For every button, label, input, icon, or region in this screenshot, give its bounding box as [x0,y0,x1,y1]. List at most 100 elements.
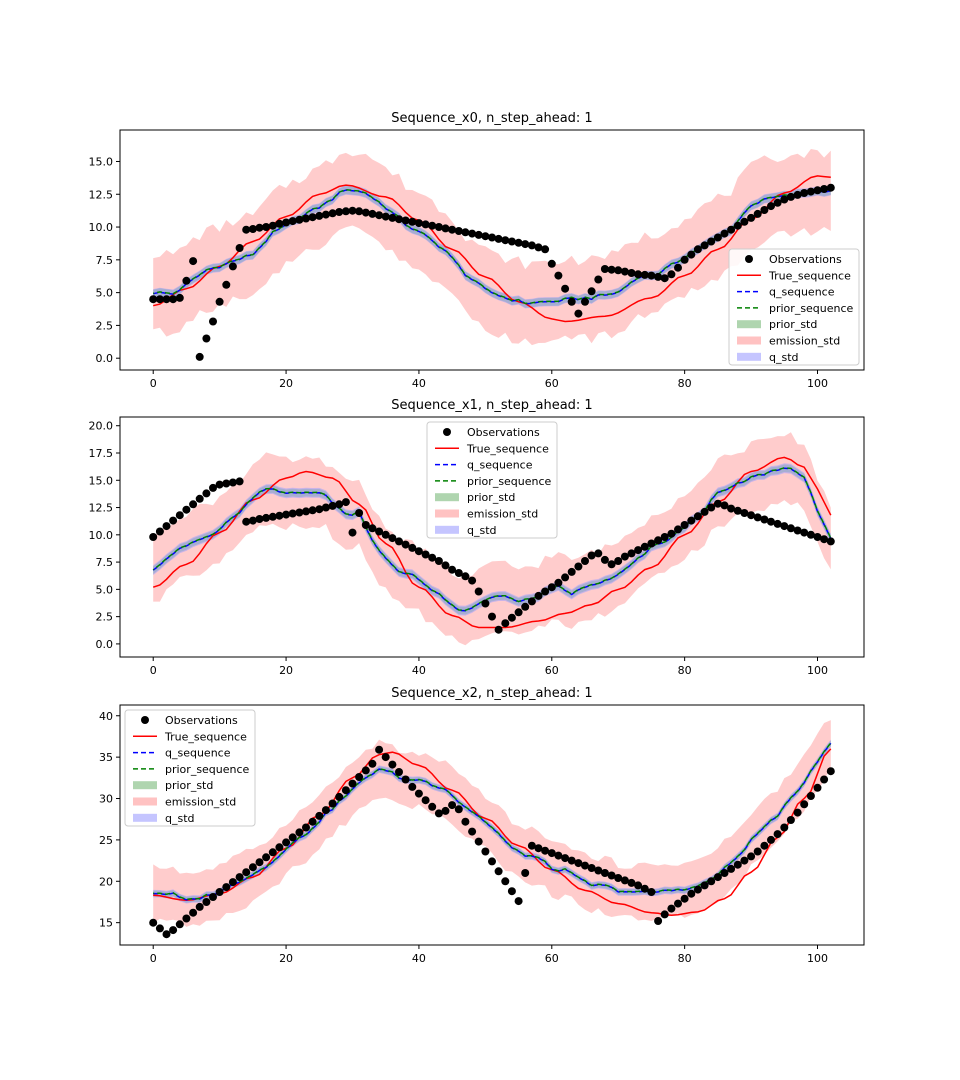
observation-point [561,573,570,582]
prior-sequence-line [152,467,832,612]
observation-point [481,599,490,608]
y-tick-label: 17.5 [89,447,114,460]
observation-point [414,219,423,228]
observation-point [747,852,756,861]
true-sequence-line [153,175,831,323]
observation-point [780,195,789,204]
x-tick-label: 80 [678,952,692,965]
observations [149,745,835,939]
x-tick-label: 100 [807,377,828,390]
observation-point [733,860,742,869]
observation-point [474,587,483,596]
observation-point [155,924,164,933]
legend-label: q_std [769,351,799,364]
observation-point [826,537,835,546]
legend: Observations True_sequence q_sequenceprior… [124,709,256,827]
observation-point [514,238,523,247]
observation-point [375,745,384,754]
legend-entry: q_std [435,524,497,537]
observation-point [561,854,570,863]
observation-point [381,753,390,762]
y-tick-label: 12.5 [89,188,114,201]
observation-point [534,243,543,252]
observation-point [388,534,397,543]
observation-point [448,225,457,234]
observation-point [335,792,344,801]
observation-point [149,295,158,304]
observation-point [574,859,583,868]
observation-point [222,280,231,289]
legend-label: prior_sequence [769,302,854,315]
y-tick-label: 10.0 [89,221,114,234]
observation-point [786,816,795,824]
observation-point [494,867,503,876]
x-tick-label: 60 [545,377,559,390]
observation-point [308,817,317,826]
observation-point [308,506,317,515]
observation-point [693,512,702,521]
observation-point [600,869,609,877]
x-tick-label: 0 [150,952,157,965]
observation-point [654,536,663,545]
observation-point [275,843,284,852]
subplot-title: Sequence_x1, n_step_ahead: 1 [391,398,592,413]
observation-point [361,208,370,217]
observation-point [355,773,364,781]
legend-entry: prior_sequence [133,763,250,776]
observation-point [547,849,556,858]
observation-point [155,295,164,304]
observation-point [295,215,304,224]
legend: Observations True_sequence q_sequenceprior… [728,248,860,366]
observation-point [740,509,749,517]
observation-point [255,515,264,523]
observation-point [474,230,483,239]
observation-point [189,500,198,509]
legend-patch [435,525,459,534]
observation-point [740,217,749,226]
observation-point [189,257,198,266]
observation-point [700,881,709,890]
observation-point [348,528,357,537]
observation-point [282,838,291,847]
observation-point [820,535,829,544]
y-tick-label: 20.0 [89,420,114,433]
legend-patch [435,509,459,518]
observation-point [767,202,775,211]
observation-point [209,317,217,326]
observation-point [381,530,390,539]
observation-point [302,214,310,223]
observation-point [786,524,795,533]
legend-entry: emission_std [737,335,840,348]
subplots: 0 20 40 60 80 100 0.0 2.5 5.0 7.5 10.0 12.5 15.0 Sequ… [89,111,865,965]
legend-patch [737,352,761,361]
legend-box [124,709,256,827]
observation-point [700,241,709,250]
axes-frame [119,416,865,658]
observation-point [640,542,649,551]
observation-point [395,537,403,546]
observation-point [454,227,463,235]
legend-label: prior_std [467,491,515,504]
axes-frame [119,129,865,371]
observation-point [182,276,191,285]
observation-point [600,265,609,273]
observation-point [567,856,576,865]
observation-point [414,547,423,556]
x-tick-label: 60 [545,952,559,965]
observation-point [527,841,536,850]
legend-box [728,248,860,366]
subplot-title: Sequence_x2, n_step_ahead: 1 [391,686,592,701]
observation-point [634,546,643,555]
observation-point [235,477,244,486]
observation-point [567,567,576,576]
legend-label: emission_std [769,335,840,348]
observation-point [315,811,324,820]
observation-point [481,847,490,856]
observation-point [720,869,729,877]
observation-point [501,877,510,886]
observation-point [521,240,530,249]
observation-point [328,501,337,510]
observation-point [581,297,589,306]
observation-point [228,262,237,271]
observation-point [620,876,629,885]
